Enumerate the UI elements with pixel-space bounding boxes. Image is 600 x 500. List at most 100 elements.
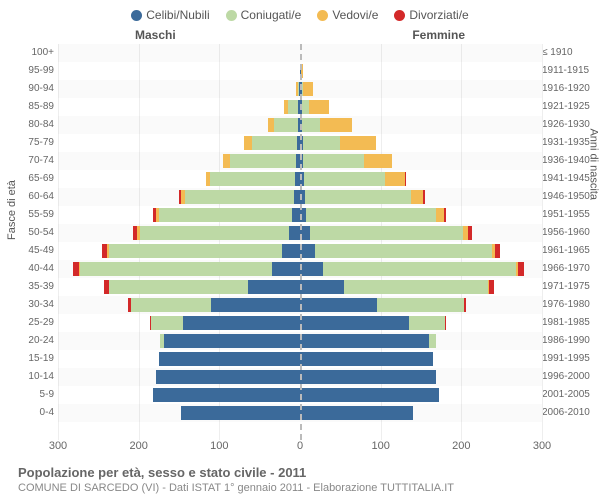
female-half <box>300 172 542 186</box>
bar-segment <box>300 406 413 420</box>
bar-segment <box>164 334 300 348</box>
age-tick: 10-14 <box>18 368 54 386</box>
age-tick: 5-9 <box>18 386 54 404</box>
birth-tick: 1966-1970 <box>542 260 596 278</box>
female-label: Femmine <box>412 28 465 42</box>
age-tick: 65-69 <box>18 170 54 188</box>
male-half <box>58 244 300 258</box>
age-tick: 90-94 <box>18 80 54 98</box>
age-tick: 55-59 <box>18 206 54 224</box>
age-tick: 60-64 <box>18 188 54 206</box>
bar-segment <box>80 262 272 276</box>
bar-segment <box>310 226 463 240</box>
legend: Celibi/NubiliConiugati/eVedovi/eDivorzia… <box>0 8 600 22</box>
birth-tick: ≤ 1910 <box>542 44 596 62</box>
bar-segment <box>289 226 300 240</box>
male-half <box>58 82 300 96</box>
birth-tick: 1936-1940 <box>542 152 596 170</box>
bar-segment <box>495 244 500 258</box>
female-half <box>300 226 542 240</box>
bar-segment <box>181 406 300 420</box>
birth-tick: 2001-2005 <box>542 386 596 404</box>
bar-segment <box>274 118 298 132</box>
age-tick: 100+ <box>18 44 54 62</box>
birth-tick: 1931-1935 <box>542 134 596 152</box>
bar-segment <box>309 100 329 114</box>
bar-segment <box>151 316 183 330</box>
male-half <box>58 280 300 294</box>
birth-tick: 1946-1950 <box>542 188 596 206</box>
bar-segment <box>185 190 294 204</box>
birth-axis: ≤ 19101911-19151916-19201921-19251926-19… <box>542 44 596 422</box>
grid-line <box>542 44 543 440</box>
bar-segment <box>423 190 425 204</box>
bar-segment <box>409 316 445 330</box>
male-label: Maschi <box>135 28 176 42</box>
birth-tick: 1921-1925 <box>542 98 596 116</box>
bar-segment <box>444 208 446 222</box>
bar-segment <box>411 190 423 204</box>
male-half <box>58 298 300 312</box>
legend-dot <box>317 10 328 21</box>
bar-segment <box>282 244 300 258</box>
bar-segment <box>344 280 488 294</box>
age-tick: 15-19 <box>18 350 54 368</box>
birth-tick: 1911-1915 <box>542 62 596 80</box>
bar-segment <box>377 298 464 312</box>
legend-label: Vedovi/e <box>332 8 378 22</box>
x-tick: 100 <box>210 440 228 452</box>
birth-tick: 1916-1920 <box>542 80 596 98</box>
pyramid-chart-container: Celibi/NubiliConiugati/eVedovi/eDivorzia… <box>0 0 600 500</box>
birth-tick: 1961-1965 <box>542 242 596 260</box>
bar-segment <box>323 262 517 276</box>
male-half <box>58 172 300 186</box>
female-half <box>300 280 542 294</box>
legend-item: Vedovi/e <box>317 8 378 22</box>
bar-segment <box>300 244 315 258</box>
age-tick: 95-99 <box>18 62 54 80</box>
birth-tick: 1991-1995 <box>542 350 596 368</box>
female-half <box>300 262 542 276</box>
bar-segment <box>315 244 492 258</box>
male-half <box>58 190 300 204</box>
chart-title: Popolazione per età, sesso e stato civil… <box>18 465 590 480</box>
bar-segment <box>131 298 212 312</box>
x-tick: 200 <box>129 440 147 452</box>
bar-segment <box>464 298 466 312</box>
legend-label: Celibi/Nubili <box>146 8 209 22</box>
bar-segment <box>252 136 296 150</box>
bar-segment <box>303 82 313 96</box>
bar-segment <box>140 226 289 240</box>
bar-segment <box>272 262 300 276</box>
birth-tick: 1971-1975 <box>542 278 596 296</box>
center-line <box>300 44 302 440</box>
female-half <box>300 82 542 96</box>
bar-segment <box>303 154 364 168</box>
bar-segment <box>436 208 444 222</box>
female-half <box>300 298 542 312</box>
bar-segment <box>518 262 524 276</box>
bar-segment <box>300 262 323 276</box>
age-tick: 40-44 <box>18 260 54 278</box>
bar-segment <box>305 190 411 204</box>
bar-segment <box>288 100 298 114</box>
male-half <box>58 208 300 222</box>
birth-tick: 2006-2010 <box>542 404 596 422</box>
bar-segment <box>300 316 409 330</box>
bar-segment <box>300 298 377 312</box>
female-half <box>300 136 542 150</box>
bar-segment <box>210 172 295 186</box>
x-tick: 300 <box>49 440 67 452</box>
bar-segment <box>300 334 429 348</box>
bar-segment <box>211 298 300 312</box>
bar-segment <box>306 208 435 222</box>
male-half <box>58 406 300 420</box>
female-half <box>300 370 542 384</box>
age-tick: 85-89 <box>18 98 54 116</box>
bar-segment <box>248 280 300 294</box>
male-half <box>58 388 300 402</box>
bar-segment <box>445 316 446 330</box>
female-half <box>300 208 542 222</box>
bar-segment <box>300 370 436 384</box>
legend-dot <box>226 10 237 21</box>
